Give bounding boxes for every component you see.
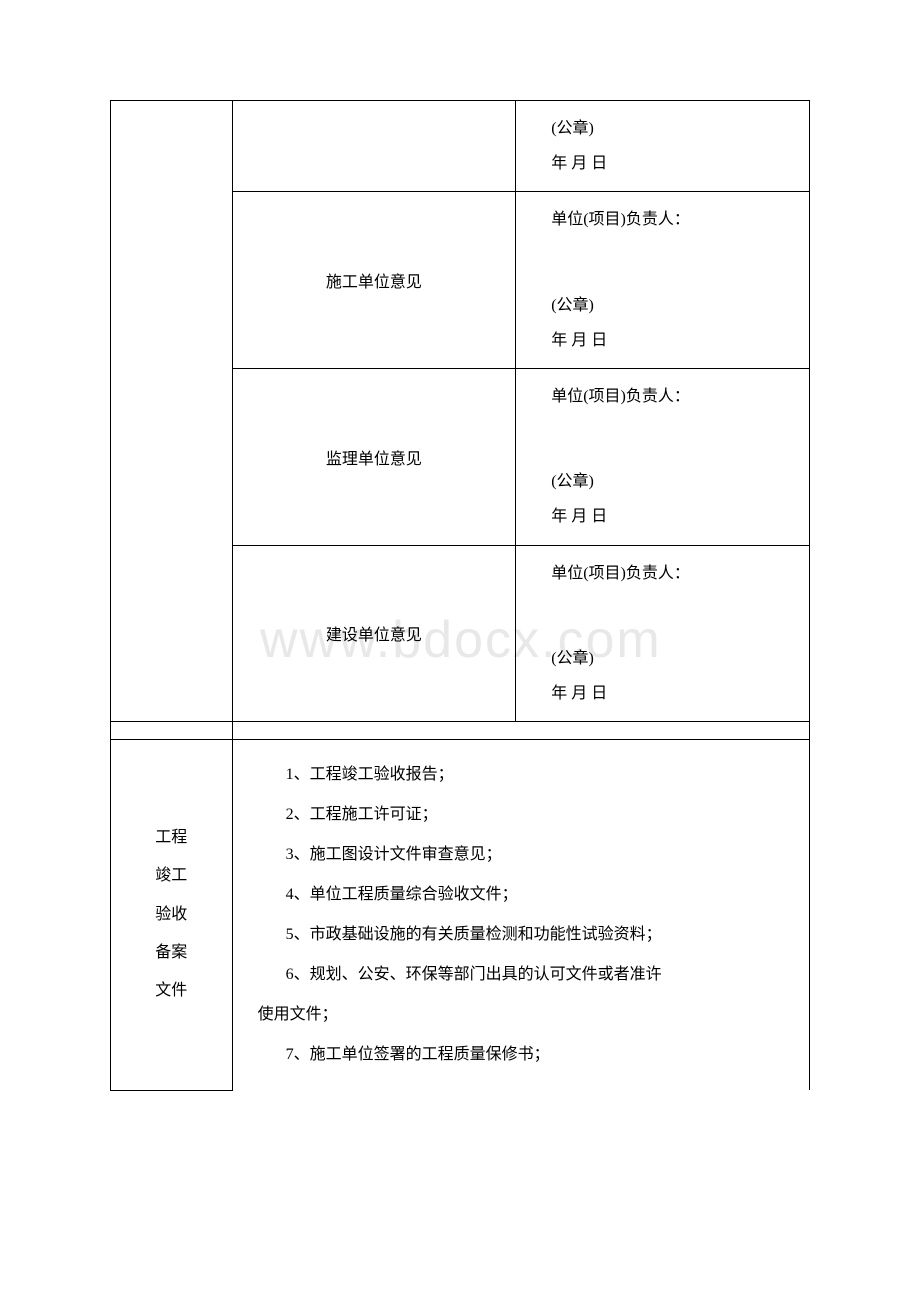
date-text-4: 年 月 日 [551, 676, 794, 711]
date-text-1: 年 月 日 [551, 146, 794, 181]
section-label-cell: 工程 竣工 验收 备案 文件 [111, 740, 233, 1091]
file-item-3: 3、施工图设计文件审查意见； [258, 835, 799, 875]
section-label-1: 工程 [121, 819, 222, 857]
separator-row [111, 722, 810, 740]
separator-cell-1 [111, 722, 233, 740]
person-text-3: 单位(项目)负责人： [531, 379, 794, 414]
opinion-row-1: (公章) 年 月 日 [111, 101, 810, 192]
file-item-1: 1、工程竣工验收报告； [258, 755, 799, 795]
files-row: 工程 竣工 验收 备案 文件 1、工程竣工验收报告； 2、工程施工许可证； 3、… [111, 740, 810, 1091]
document-content: (公章) 年 月 日 施工单位意见 单位(项目)负责人： (公章) 年 月 日 … [110, 100, 810, 1091]
opinion-label-1 [232, 101, 516, 192]
seal-text-4: (公章) [551, 641, 794, 676]
main-table: (公章) 年 月 日 施工单位意见 单位(项目)负责人： (公章) 年 月 日 … [110, 100, 810, 1091]
date-text-2: 年 月 日 [551, 323, 794, 358]
date-text-3: 年 月 日 [551, 499, 794, 534]
opinion-signature-2: 单位(项目)负责人： (公章) 年 月 日 [516, 192, 810, 369]
seal-text-3: (公章) [551, 464, 794, 499]
opinion-signature-1: (公章) 年 月 日 [516, 101, 810, 192]
left-spanning-cell [111, 101, 233, 722]
file-item-6a: 6、规划、公安、环保等部门出具的认可文件或者准许 [258, 955, 799, 995]
seal-text-2: (公章) [551, 288, 794, 323]
person-text-2: 单位(项目)负责人： [531, 202, 794, 237]
person-text-4: 单位(项目)负责人： [531, 556, 794, 591]
section-label-2: 竣工 [121, 857, 222, 895]
file-item-5: 5、市政基础设施的有关质量检测和功能性试验资料； [258, 915, 799, 955]
section-label-4: 备案 [121, 934, 222, 972]
separator-cell-2 [232, 722, 809, 740]
opinion-signature-3: 单位(项目)负责人： (公章) 年 月 日 [516, 368, 810, 545]
file-item-4: 4、单位工程质量综合验收文件； [258, 875, 799, 915]
file-item-2: 2、工程施工许可证； [258, 795, 799, 835]
file-item-7: 7、施工单位签署的工程质量保修书； [258, 1035, 799, 1075]
opinion-label-3: 监理单位意见 [232, 368, 516, 545]
seal-text-1: (公章) [551, 111, 794, 146]
section-label-5: 文件 [121, 972, 222, 1010]
files-list-cell: 1、工程竣工验收报告； 2、工程施工许可证； 3、施工图设计文件审查意见； 4、… [232, 740, 809, 1091]
opinion-label-2: 施工单位意见 [232, 192, 516, 369]
section-label-3: 验收 [121, 896, 222, 934]
opinion-signature-4: 单位(项目)负责人： (公章) 年 月 日 [516, 545, 810, 722]
opinion-label-4: 建设单位意见 [232, 545, 516, 722]
file-item-6b: 使用文件； [258, 995, 799, 1035]
